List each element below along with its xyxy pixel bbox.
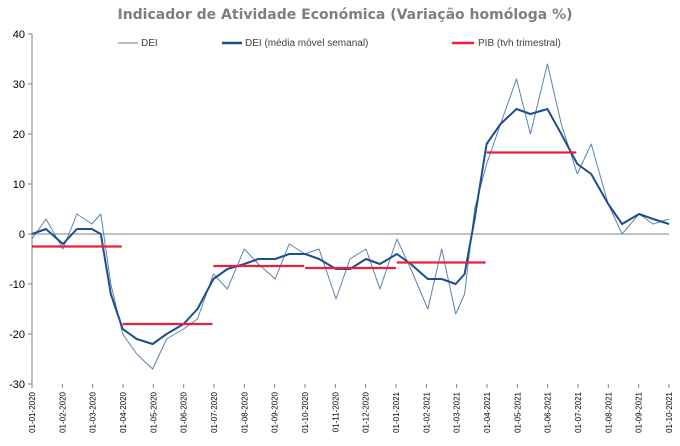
y-tick-label: -20 — [9, 329, 25, 341]
x-tick-label: 01-04-2020 — [119, 391, 128, 432]
legend-item-dei-mm: DEI (média móvel semanal) — [222, 38, 368, 49]
y-tick-label: -30 — [9, 379, 25, 391]
x-tick-label: 01-08-2021 — [604, 391, 613, 432]
x-tick-label: 01-09-2021 — [635, 391, 644, 432]
x-tick-label: 01-01-2020 — [28, 391, 37, 432]
y-tick-label: 10 — [13, 179, 25, 191]
chart-title: Indicador de Atividade Económica (Variaç… — [117, 7, 572, 23]
legend-label-dei-mm: DEI (média móvel semanal) — [245, 38, 368, 49]
series-pib — [32, 151, 577, 326]
legend-item-dei: DEI — [118, 38, 158, 49]
y-tick-label: 0 — [19, 229, 25, 241]
x-tick-label: 01-10-2020 — [301, 391, 310, 432]
x-tick-label: 01-01-2021 — [392, 391, 401, 432]
series-line-dei — [31, 63, 670, 370]
y-tick-label: -10 — [9, 279, 25, 291]
legend-label-dei: DEI — [141, 38, 158, 49]
x-tick-label: 01-12-2020 — [362, 391, 371, 432]
x-tick-label: 01-02-2020 — [58, 391, 67, 432]
x-tick-label: 01-07-2020 — [210, 391, 219, 432]
legend-item-pib: PIB (tvh trimestral) — [452, 38, 561, 49]
x-tick-label: 01-07-2021 — [574, 391, 583, 432]
x-tick-label: 01-06-2021 — [544, 391, 553, 432]
series-line-dei-mm — [31, 108, 670, 345]
y-tick-label: 40 — [13, 29, 25, 41]
x-tick-label: 01-03-2020 — [89, 391, 98, 432]
x-tick-label: 01-02-2021 — [422, 391, 431, 432]
legend-label-pib: PIB (tvh trimestral) — [478, 38, 561, 49]
x-tick-label: 01-08-2020 — [240, 391, 249, 432]
x-tick-label: 01-09-2020 — [271, 391, 280, 432]
x-tick-label: 01-05-2021 — [513, 391, 522, 432]
y-tick-label: 20 — [13, 129, 25, 141]
x-tick-label: 01-04-2021 — [483, 391, 492, 432]
x-tick-label: 01-10-2021 — [665, 391, 674, 432]
plot-area — [31, 63, 670, 370]
x-tick-label: 01-11-2020 — [331, 391, 340, 432]
y-tick-label: 30 — [13, 79, 25, 91]
x-tick-label: 01-05-2020 — [149, 391, 158, 432]
legend: DEI DEI (média móvel semanal) PIB (tvh t… — [118, 38, 561, 49]
x-tick-label: 01-03-2021 — [453, 391, 462, 432]
x-tick-label: 01-06-2020 — [180, 391, 189, 432]
